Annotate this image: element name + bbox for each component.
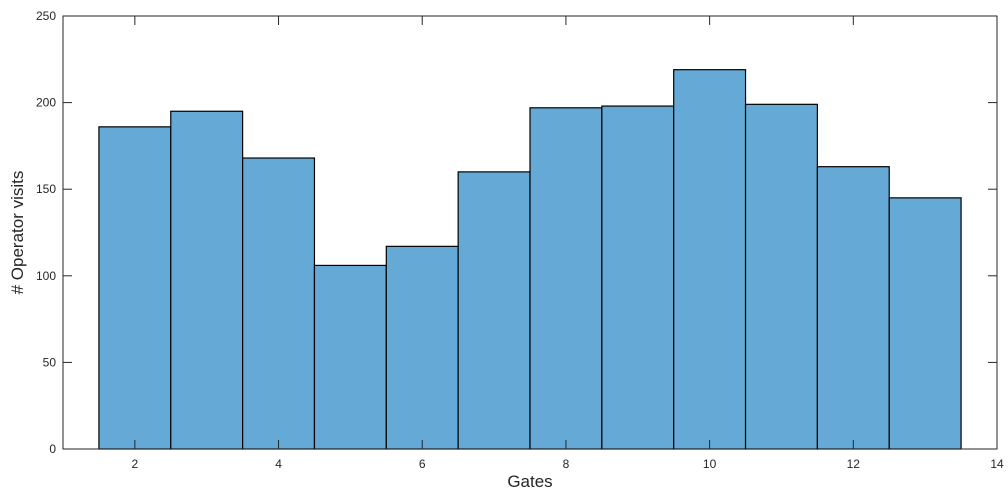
bar-gate-5 — [313, 264, 387, 450]
x-tick-label: 12 — [847, 457, 861, 471]
y-tick-label: 50 — [43, 355, 57, 369]
x-tick-label: 2 — [132, 457, 139, 471]
bar-gate-6 — [385, 245, 459, 450]
y-tick-label: 0 — [49, 442, 56, 456]
bar-gate-12 — [816, 166, 890, 450]
bar-gate-2 — [98, 126, 172, 450]
bar-gate-4 — [242, 157, 316, 450]
x-tick-label: 10 — [703, 457, 717, 471]
x-tick-label: 4 — [275, 457, 282, 471]
bar-gate-7 — [457, 171, 531, 450]
y-tick-label: 200 — [36, 96, 56, 110]
x-axis-label: Gates — [507, 472, 552, 491]
x-tick-label: 6 — [419, 457, 426, 471]
x-tick-label: 14 — [990, 457, 1004, 471]
y-axis-label: # Operator visits — [8, 171, 27, 295]
bar-gate-9 — [601, 105, 675, 450]
y-tick-label: 150 — [36, 182, 56, 196]
x-tick-label: 8 — [563, 457, 570, 471]
ticks-group: 2 4 6 8 10 12 14 0 50 100 150 200 250 — [36, 9, 1004, 471]
bar-gate-8 — [529, 107, 603, 450]
y-tick-label: 100 — [36, 269, 56, 283]
y-tick-label: 250 — [36, 9, 56, 23]
bar-gate-13 — [888, 197, 962, 450]
bar-gate-11 — [744, 103, 818, 450]
bar-gate-10 — [673, 69, 747, 450]
bars-group — [98, 69, 962, 450]
axes-box — [62, 15, 998, 450]
bar-gate-3 — [170, 110, 244, 450]
